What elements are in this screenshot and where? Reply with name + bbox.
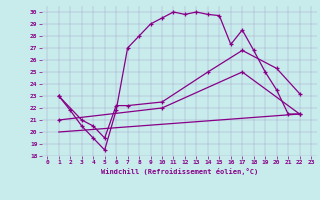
X-axis label: Windchill (Refroidissement éolien,°C): Windchill (Refroidissement éolien,°C) — [100, 168, 258, 175]
